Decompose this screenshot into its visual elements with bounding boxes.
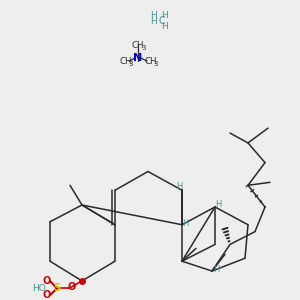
Text: H: H (176, 182, 183, 191)
Text: 3: 3 (129, 61, 133, 67)
Text: CH: CH (132, 41, 144, 50)
Text: H: H (182, 219, 189, 228)
Text: CH: CH (144, 57, 157, 66)
Text: H: H (215, 200, 222, 209)
Text: 3: 3 (141, 45, 146, 51)
Text: O: O (43, 277, 51, 286)
Text: CH: CH (119, 57, 132, 66)
Text: H: H (213, 265, 219, 274)
Text: O: O (67, 282, 76, 292)
Text: O: O (43, 290, 51, 300)
Text: H: H (162, 22, 168, 31)
Text: S: S (53, 283, 61, 293)
Text: HO: HO (32, 284, 46, 293)
Text: 3: 3 (154, 61, 158, 67)
Text: H: H (162, 11, 168, 20)
Text: N: N (134, 53, 142, 63)
Text: H: H (151, 11, 157, 20)
Text: H: H (151, 17, 157, 26)
Text: C: C (158, 16, 165, 26)
